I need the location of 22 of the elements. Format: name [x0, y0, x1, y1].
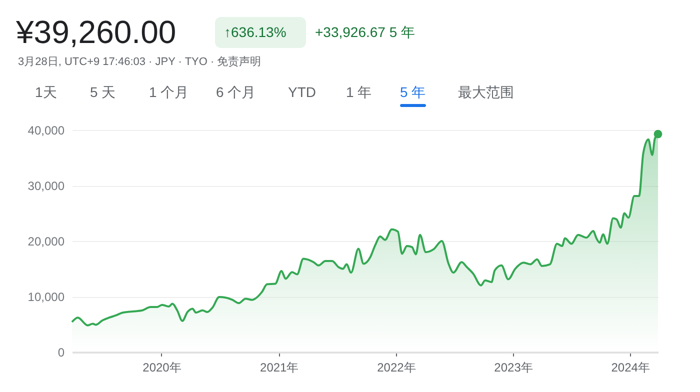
x-tick-label: 2022年: [377, 360, 416, 374]
y-tick-label: 30,000: [28, 179, 65, 193]
x-tick-label: 2020年: [142, 360, 182, 374]
y-tick-label: 0: [58, 346, 65, 360]
text: ↑636.13%: [224, 24, 286, 40]
x-tick-label: 2023年: [494, 360, 533, 374]
y-tick-label: 40,000: [28, 124, 65, 138]
text: YTD: [288, 84, 316, 100]
x-tick-label: 2024年: [611, 360, 650, 374]
y-tick-label: 20,000: [28, 234, 65, 248]
text: 6 个月: [216, 84, 256, 100]
y-tick-label: 10,000: [28, 290, 65, 304]
chart-subtitle: 3月28日, UTC+9 17:46:03 · JPY · TYO · 免责声明: [18, 55, 262, 68]
x-tick-label: 2021年: [260, 360, 299, 374]
chart-title: ¥39,260.00: [15, 14, 176, 50]
text: 1 个月: [149, 84, 189, 100]
text: 5 年: [400, 84, 426, 100]
text: 1 年: [346, 84, 372, 100]
text: 5 天: [90, 84, 116, 100]
text: 最大范围: [458, 84, 514, 100]
text: 1天: [35, 84, 57, 100]
text: +33,926.67 5 年: [315, 24, 416, 40]
